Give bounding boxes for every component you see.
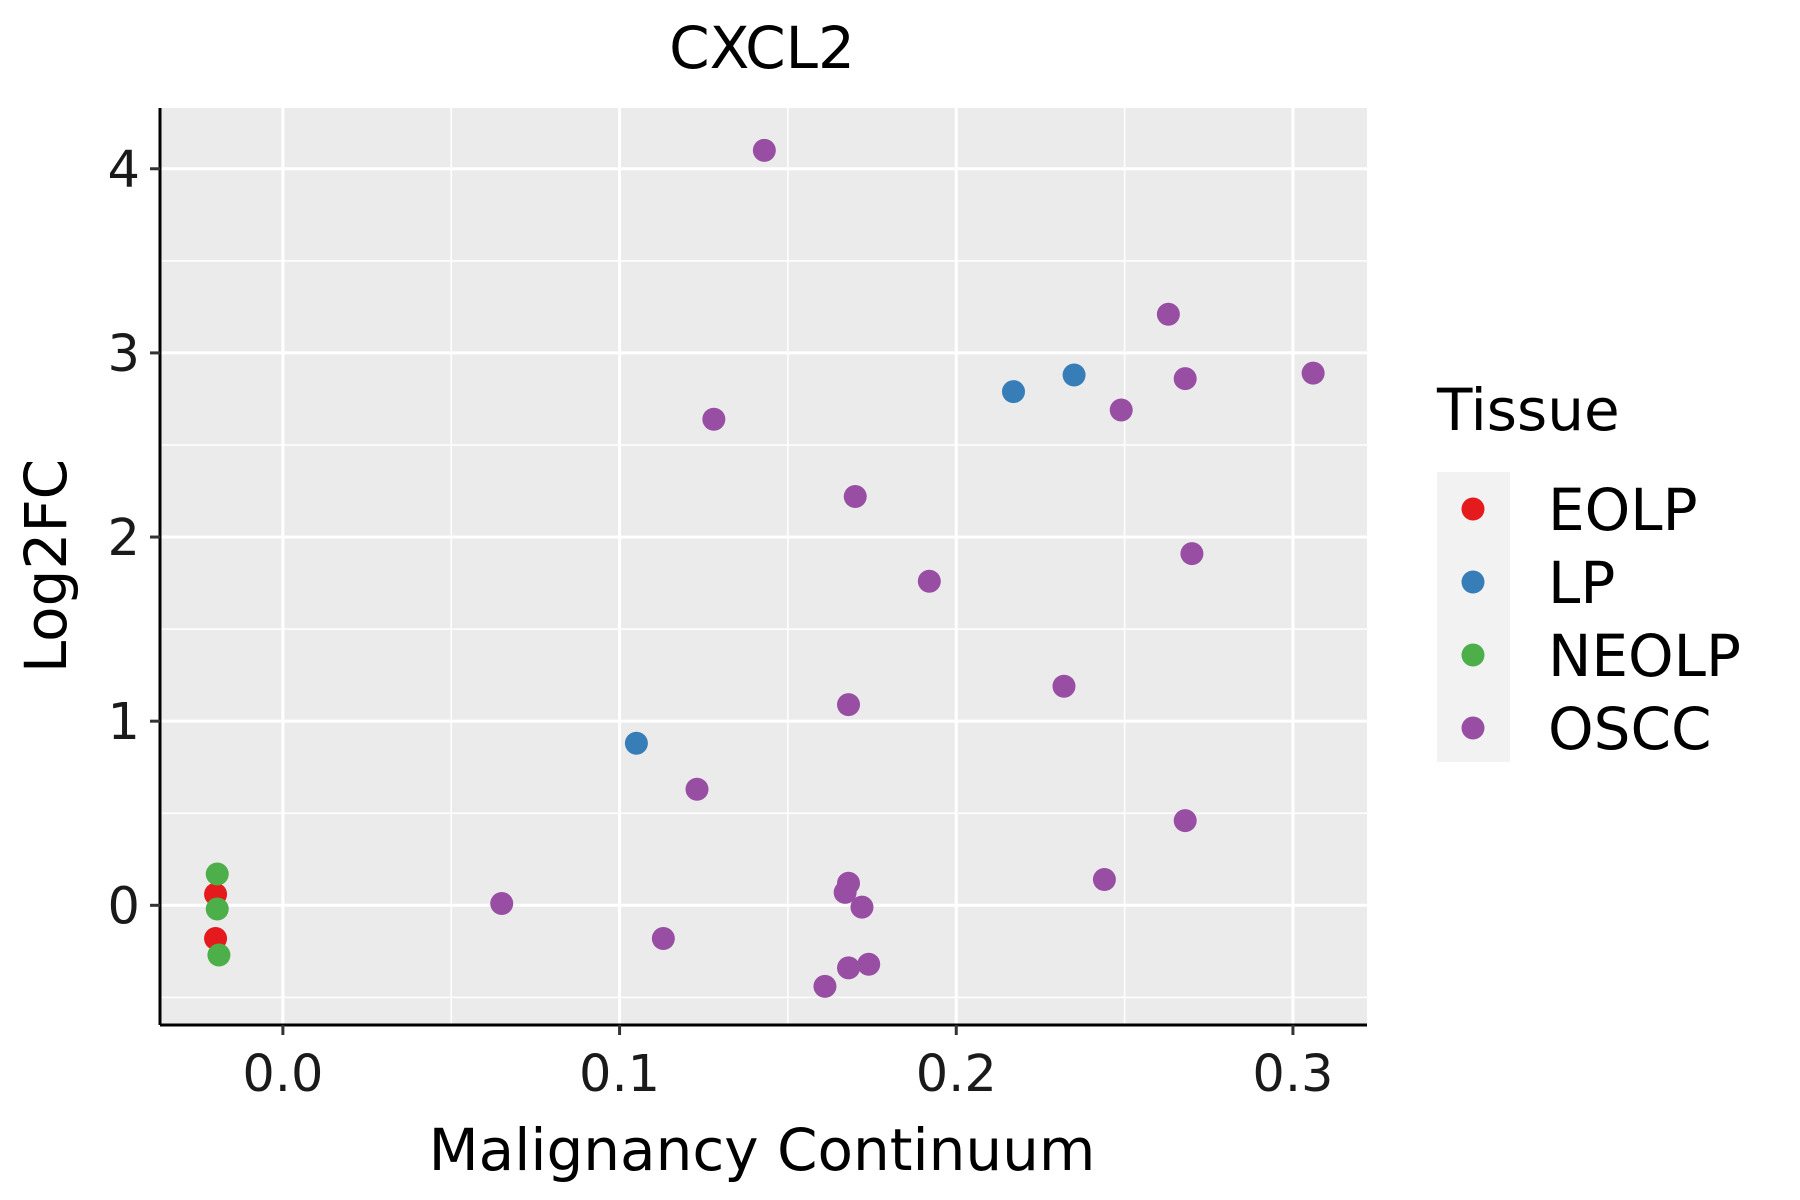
legend-key-lp bbox=[1461, 570, 1485, 594]
point-oscc bbox=[837, 956, 861, 980]
y-tick-label: 2 bbox=[108, 509, 140, 568]
point-oscc bbox=[651, 926, 675, 950]
point-oscc bbox=[917, 569, 941, 593]
legend-label-eolp: EOLP bbox=[1548, 476, 1698, 544]
point-oscc bbox=[1173, 809, 1197, 833]
point-oscc bbox=[702, 407, 726, 431]
y-axis-ticks: 0 1 2 3 4 bbox=[108, 141, 160, 936]
point-oscc bbox=[813, 974, 837, 998]
point-oscc bbox=[1156, 302, 1180, 326]
y-tick-label: 3 bbox=[108, 325, 140, 384]
point-oscc bbox=[1092, 868, 1116, 892]
point-lp bbox=[1001, 380, 1025, 404]
x-tick-label: 0.2 bbox=[916, 1045, 997, 1104]
legend-label-lp: LP bbox=[1548, 549, 1615, 617]
x-axis-title: Malignancy Continuum bbox=[429, 1116, 1096, 1184]
point-oscc bbox=[1109, 398, 1133, 422]
y-tick-label: 0 bbox=[108, 877, 140, 936]
legend-key-eolp bbox=[1461, 497, 1485, 521]
point-lp bbox=[624, 731, 648, 755]
point-oscc bbox=[490, 891, 514, 915]
x-tick-label: 0.1 bbox=[579, 1045, 660, 1104]
data-points bbox=[204, 138, 1325, 998]
point-oscc bbox=[1173, 367, 1197, 391]
point-neolp bbox=[205, 862, 229, 886]
legend-key-neolp bbox=[1461, 643, 1485, 667]
point-lp bbox=[1062, 363, 1086, 387]
point-oscc bbox=[837, 693, 861, 717]
point-oscc bbox=[1052, 674, 1076, 698]
point-oscc bbox=[843, 485, 867, 509]
plot-panel bbox=[160, 108, 1367, 1025]
point-neolp bbox=[207, 943, 231, 967]
legend-label-neolp: NEOLP bbox=[1548, 622, 1741, 690]
chart-title: CXCL2 bbox=[669, 14, 855, 82]
legend-label-oscc: OSCC bbox=[1548, 695, 1711, 763]
point-oscc bbox=[833, 880, 857, 904]
x-tick-label: 0.3 bbox=[1252, 1045, 1333, 1104]
point-oscc bbox=[1180, 542, 1204, 566]
legend-key-oscc bbox=[1461, 716, 1485, 740]
y-axis-title: Log2FC bbox=[12, 459, 80, 673]
minor-gridlines bbox=[160, 108, 1367, 1025]
x-tick-label: 0.0 bbox=[242, 1045, 323, 1104]
point-oscc bbox=[850, 895, 874, 919]
point-oscc bbox=[685, 777, 709, 801]
point-oscc bbox=[752, 138, 776, 162]
major-gridlines bbox=[160, 108, 1367, 1025]
x-axis-ticks: 0.0 0.1 0.2 0.3 bbox=[242, 1025, 1333, 1104]
point-oscc bbox=[857, 952, 881, 976]
y-tick-label: 1 bbox=[108, 693, 140, 752]
point-neolp bbox=[205, 897, 229, 921]
legend-title: Tissue bbox=[1436, 376, 1620, 444]
y-tick-label: 4 bbox=[108, 141, 140, 200]
point-oscc bbox=[1301, 361, 1325, 385]
